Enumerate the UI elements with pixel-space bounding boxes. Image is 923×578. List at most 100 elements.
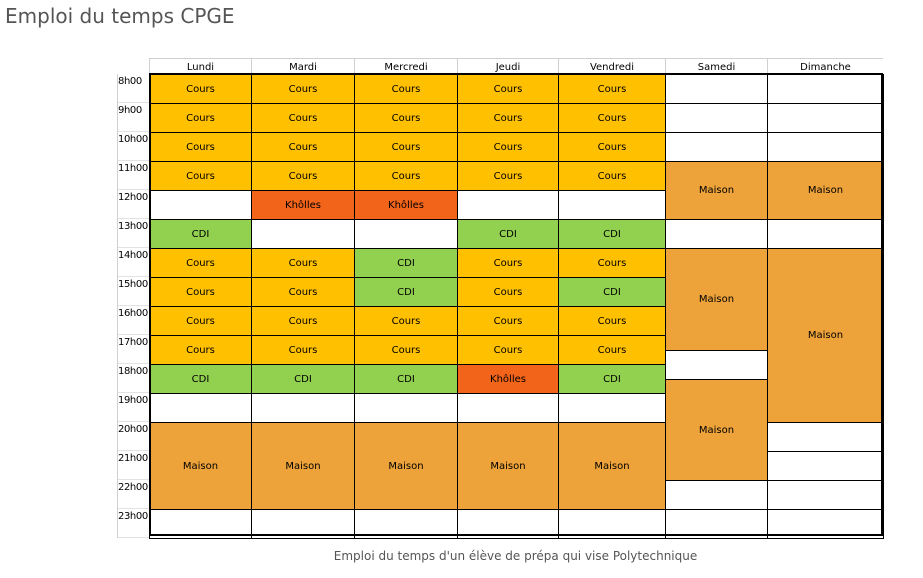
hour-label-21h00: 21h00	[117, 451, 149, 480]
slot-mercredi-cdi: CDI	[354, 364, 458, 394]
slot-samedi-maison: Maison	[665, 161, 768, 220]
slot-jeudi-cours: Cours	[457, 161, 559, 191]
day-header-samedi: Samedi	[665, 58, 767, 74]
slot-mardi-cours: Cours	[251, 248, 355, 278]
slot-vendredi-cdi: CDI	[558, 364, 666, 394]
slot-vendredi-cours: Cours	[558, 161, 666, 191]
slot-samedi-empty	[665, 74, 768, 104]
hour-label-15h00: 15h00	[117, 277, 149, 306]
slot-dimanche-empty	[767, 480, 884, 510]
slot-mardi-empty	[251, 393, 355, 423]
page-title: Emploi du temps CPGE	[5, 4, 235, 28]
slot-mardi-empty	[251, 219, 355, 249]
slot-jeudi-cdi: CDI	[457, 219, 559, 249]
day-header-jeudi: Jeudi	[457, 58, 558, 74]
slot-vendredi-cdi: CDI	[558, 219, 666, 249]
slot-mercredi-cours: Cours	[354, 306, 458, 336]
slot-jeudi-kholles: Khôlles	[457, 364, 559, 394]
slot-mardi-cours: Cours	[251, 132, 355, 162]
slot-jeudi-empty	[457, 393, 559, 423]
slot-vendredi-empty	[558, 190, 666, 220]
slot-mardi-kholles: Khôlles	[251, 190, 355, 220]
hour-label-13h00: 13h00	[117, 219, 149, 248]
slot-lundi-cdi: CDI	[149, 364, 252, 394]
slot-jeudi-empty	[457, 509, 559, 539]
figure-caption: Emploi du temps d'un élève de prépa qui …	[333, 549, 698, 563]
slot-mardi-cdi: CDI	[251, 364, 355, 394]
slot-jeudi-cours: Cours	[457, 306, 559, 336]
slot-mardi-cours: Cours	[251, 306, 355, 336]
slot-vendredi-empty	[558, 509, 666, 539]
slot-mardi-cours: Cours	[251, 335, 355, 365]
slot-jeudi-cours: Cours	[457, 103, 559, 133]
hour-label-12h00: 12h00	[117, 190, 149, 219]
day-header-mercredi: Mercredi	[354, 58, 457, 74]
slot-vendredi-cours: Cours	[558, 248, 666, 278]
hour-label-16h00: 16h00	[117, 306, 149, 335]
slot-mercredi-empty	[354, 509, 458, 539]
slot-lundi-empty	[149, 509, 252, 539]
slot-vendredi-cours: Cours	[558, 103, 666, 133]
slot-jeudi-cours: Cours	[457, 335, 559, 365]
slot-mardi-cours: Cours	[251, 277, 355, 307]
slot-vendredi-cdi: CDI	[558, 277, 666, 307]
hour-label-9h00: 9h00	[117, 103, 149, 132]
slot-samedi-maison: Maison	[665, 379, 768, 481]
slot-lundi-cours: Cours	[149, 335, 252, 365]
day-header-dimanche: Dimanche	[767, 58, 883, 74]
slot-lundi-cours: Cours	[149, 103, 252, 133]
slot-mercredi-empty	[354, 393, 458, 423]
slot-dimanche-maison: Maison	[767, 248, 884, 423]
slot-samedi-maison: Maison	[665, 248, 768, 351]
slot-lundi-cours: Cours	[149, 161, 252, 191]
slot-mercredi-maison: Maison	[354, 422, 458, 510]
slot-mardi-empty	[251, 509, 355, 539]
slot-mercredi-cours: Cours	[354, 74, 458, 104]
slot-jeudi-cours: Cours	[457, 248, 559, 278]
slot-mercredi-empty	[354, 219, 458, 249]
slot-vendredi-cours: Cours	[558, 306, 666, 336]
slot-mercredi-cours: Cours	[354, 132, 458, 162]
hour-label-22h00: 22h00	[117, 480, 149, 509]
slot-dimanche-empty	[767, 219, 884, 249]
slot-dimanche-empty	[767, 422, 884, 452]
slot-mercredi-cours: Cours	[354, 161, 458, 191]
slot-samedi-empty	[665, 219, 768, 249]
hour-label-23h00: 23h00	[117, 509, 149, 538]
slot-vendredi-cours: Cours	[558, 335, 666, 365]
slot-lundi-cours: Cours	[149, 248, 252, 278]
slot-dimanche-empty	[767, 451, 884, 481]
slot-lundi-maison: Maison	[149, 422, 252, 510]
slot-lundi-cours: Cours	[149, 306, 252, 336]
slot-samedi-empty	[665, 480, 768, 510]
hour-label-17h00: 17h00	[117, 335, 149, 364]
slot-dimanche-maison: Maison	[767, 161, 884, 220]
hour-label-20h00: 20h00	[117, 422, 149, 451]
slot-samedi-empty	[665, 132, 768, 162]
day-header-vendredi: Vendredi	[558, 58, 665, 74]
slot-samedi-empty	[665, 103, 768, 133]
slot-mardi-cours: Cours	[251, 161, 355, 191]
hour-label-11h00: 11h00	[117, 161, 149, 190]
slot-mardi-cours: Cours	[251, 74, 355, 104]
slot-jeudi-maison: Maison	[457, 422, 559, 510]
slot-mercredi-kholles: Khôlles	[354, 190, 458, 220]
day-header-lundi: Lundi	[149, 58, 251, 74]
slot-mercredi-cours: Cours	[354, 103, 458, 133]
slot-mardi-cours: Cours	[251, 103, 355, 133]
hour-label-8h00: 8h00	[117, 74, 149, 103]
slot-jeudi-cours: Cours	[457, 277, 559, 307]
slot-lundi-empty	[149, 393, 252, 423]
hour-label-18h00: 18h00	[117, 364, 149, 393]
slot-dimanche-empty	[767, 74, 884, 104]
slot-lundi-empty	[149, 190, 252, 220]
slot-lundi-cours: Cours	[149, 277, 252, 307]
slot-mercredi-cdi: CDI	[354, 248, 458, 278]
slot-mardi-maison: Maison	[251, 422, 355, 510]
slot-samedi-empty	[665, 350, 768, 380]
slot-vendredi-maison: Maison	[558, 422, 666, 510]
slot-lundi-cours: Cours	[149, 74, 252, 104]
slot-dimanche-empty	[767, 103, 884, 133]
slot-jeudi-cours: Cours	[457, 74, 559, 104]
slot-jeudi-cours: Cours	[457, 132, 559, 162]
